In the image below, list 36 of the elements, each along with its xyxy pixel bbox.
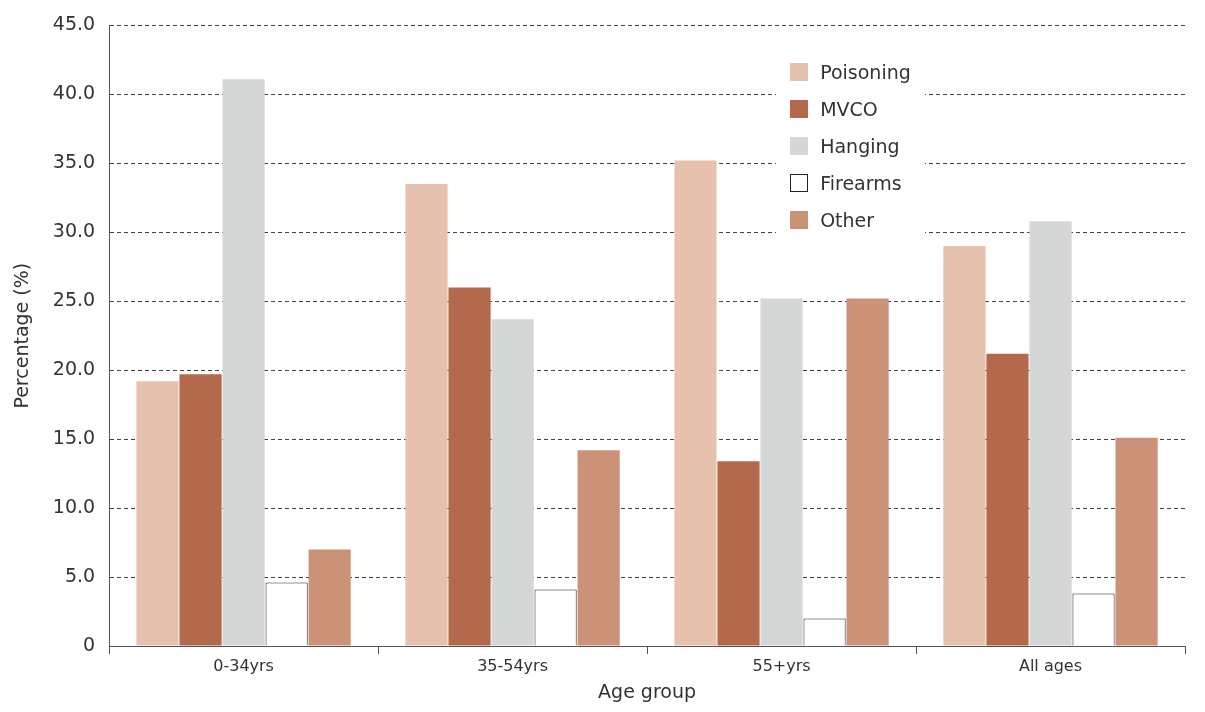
bar bbox=[1029, 221, 1072, 646]
x-tick-label: 35-54yrs bbox=[477, 655, 548, 675]
y-tick-label: 40.0 bbox=[52, 81, 96, 104]
bar bbox=[448, 287, 491, 646]
y-axis-title: Percentage (%) bbox=[10, 262, 33, 409]
legend-label: Hanging bbox=[820, 134, 900, 157]
y-tick-label: 0 bbox=[83, 632, 96, 655]
y-tick-label: 45.0 bbox=[52, 12, 96, 35]
bar bbox=[577, 450, 620, 646]
x-tick-label: All ages bbox=[1018, 655, 1083, 675]
x-tick-label: 55+yrs bbox=[752, 655, 811, 675]
bar bbox=[674, 160, 717, 646]
bar bbox=[986, 353, 1029, 646]
y-tick-label: 20.0 bbox=[52, 357, 96, 380]
y-tick-label: 10.0 bbox=[52, 495, 96, 518]
bar bbox=[179, 374, 222, 646]
legend-label: Other bbox=[820, 208, 875, 231]
y-tick-label: 35.0 bbox=[52, 150, 96, 173]
bar bbox=[1115, 437, 1158, 646]
y-tick-label: 25.0 bbox=[52, 288, 96, 311]
bar bbox=[222, 79, 265, 646]
bar bbox=[136, 381, 179, 646]
x-tick-label: 0-34yrs bbox=[213, 655, 274, 675]
legend-label: MVCO bbox=[820, 97, 878, 120]
bar bbox=[760, 298, 803, 646]
y-tick-label: 5.0 bbox=[64, 563, 96, 586]
bar bbox=[405, 184, 448, 646]
bar bbox=[717, 461, 760, 646]
y-tick-label: 30.0 bbox=[52, 219, 96, 242]
y-tick-label: 15.0 bbox=[52, 426, 96, 449]
bar bbox=[943, 246, 986, 646]
legend-label: Poisoning bbox=[820, 60, 911, 83]
bar bbox=[846, 298, 889, 646]
x-axis-title: Age group bbox=[598, 679, 697, 702]
bar bbox=[491, 319, 534, 646]
legend-label: Firearms bbox=[820, 171, 902, 194]
